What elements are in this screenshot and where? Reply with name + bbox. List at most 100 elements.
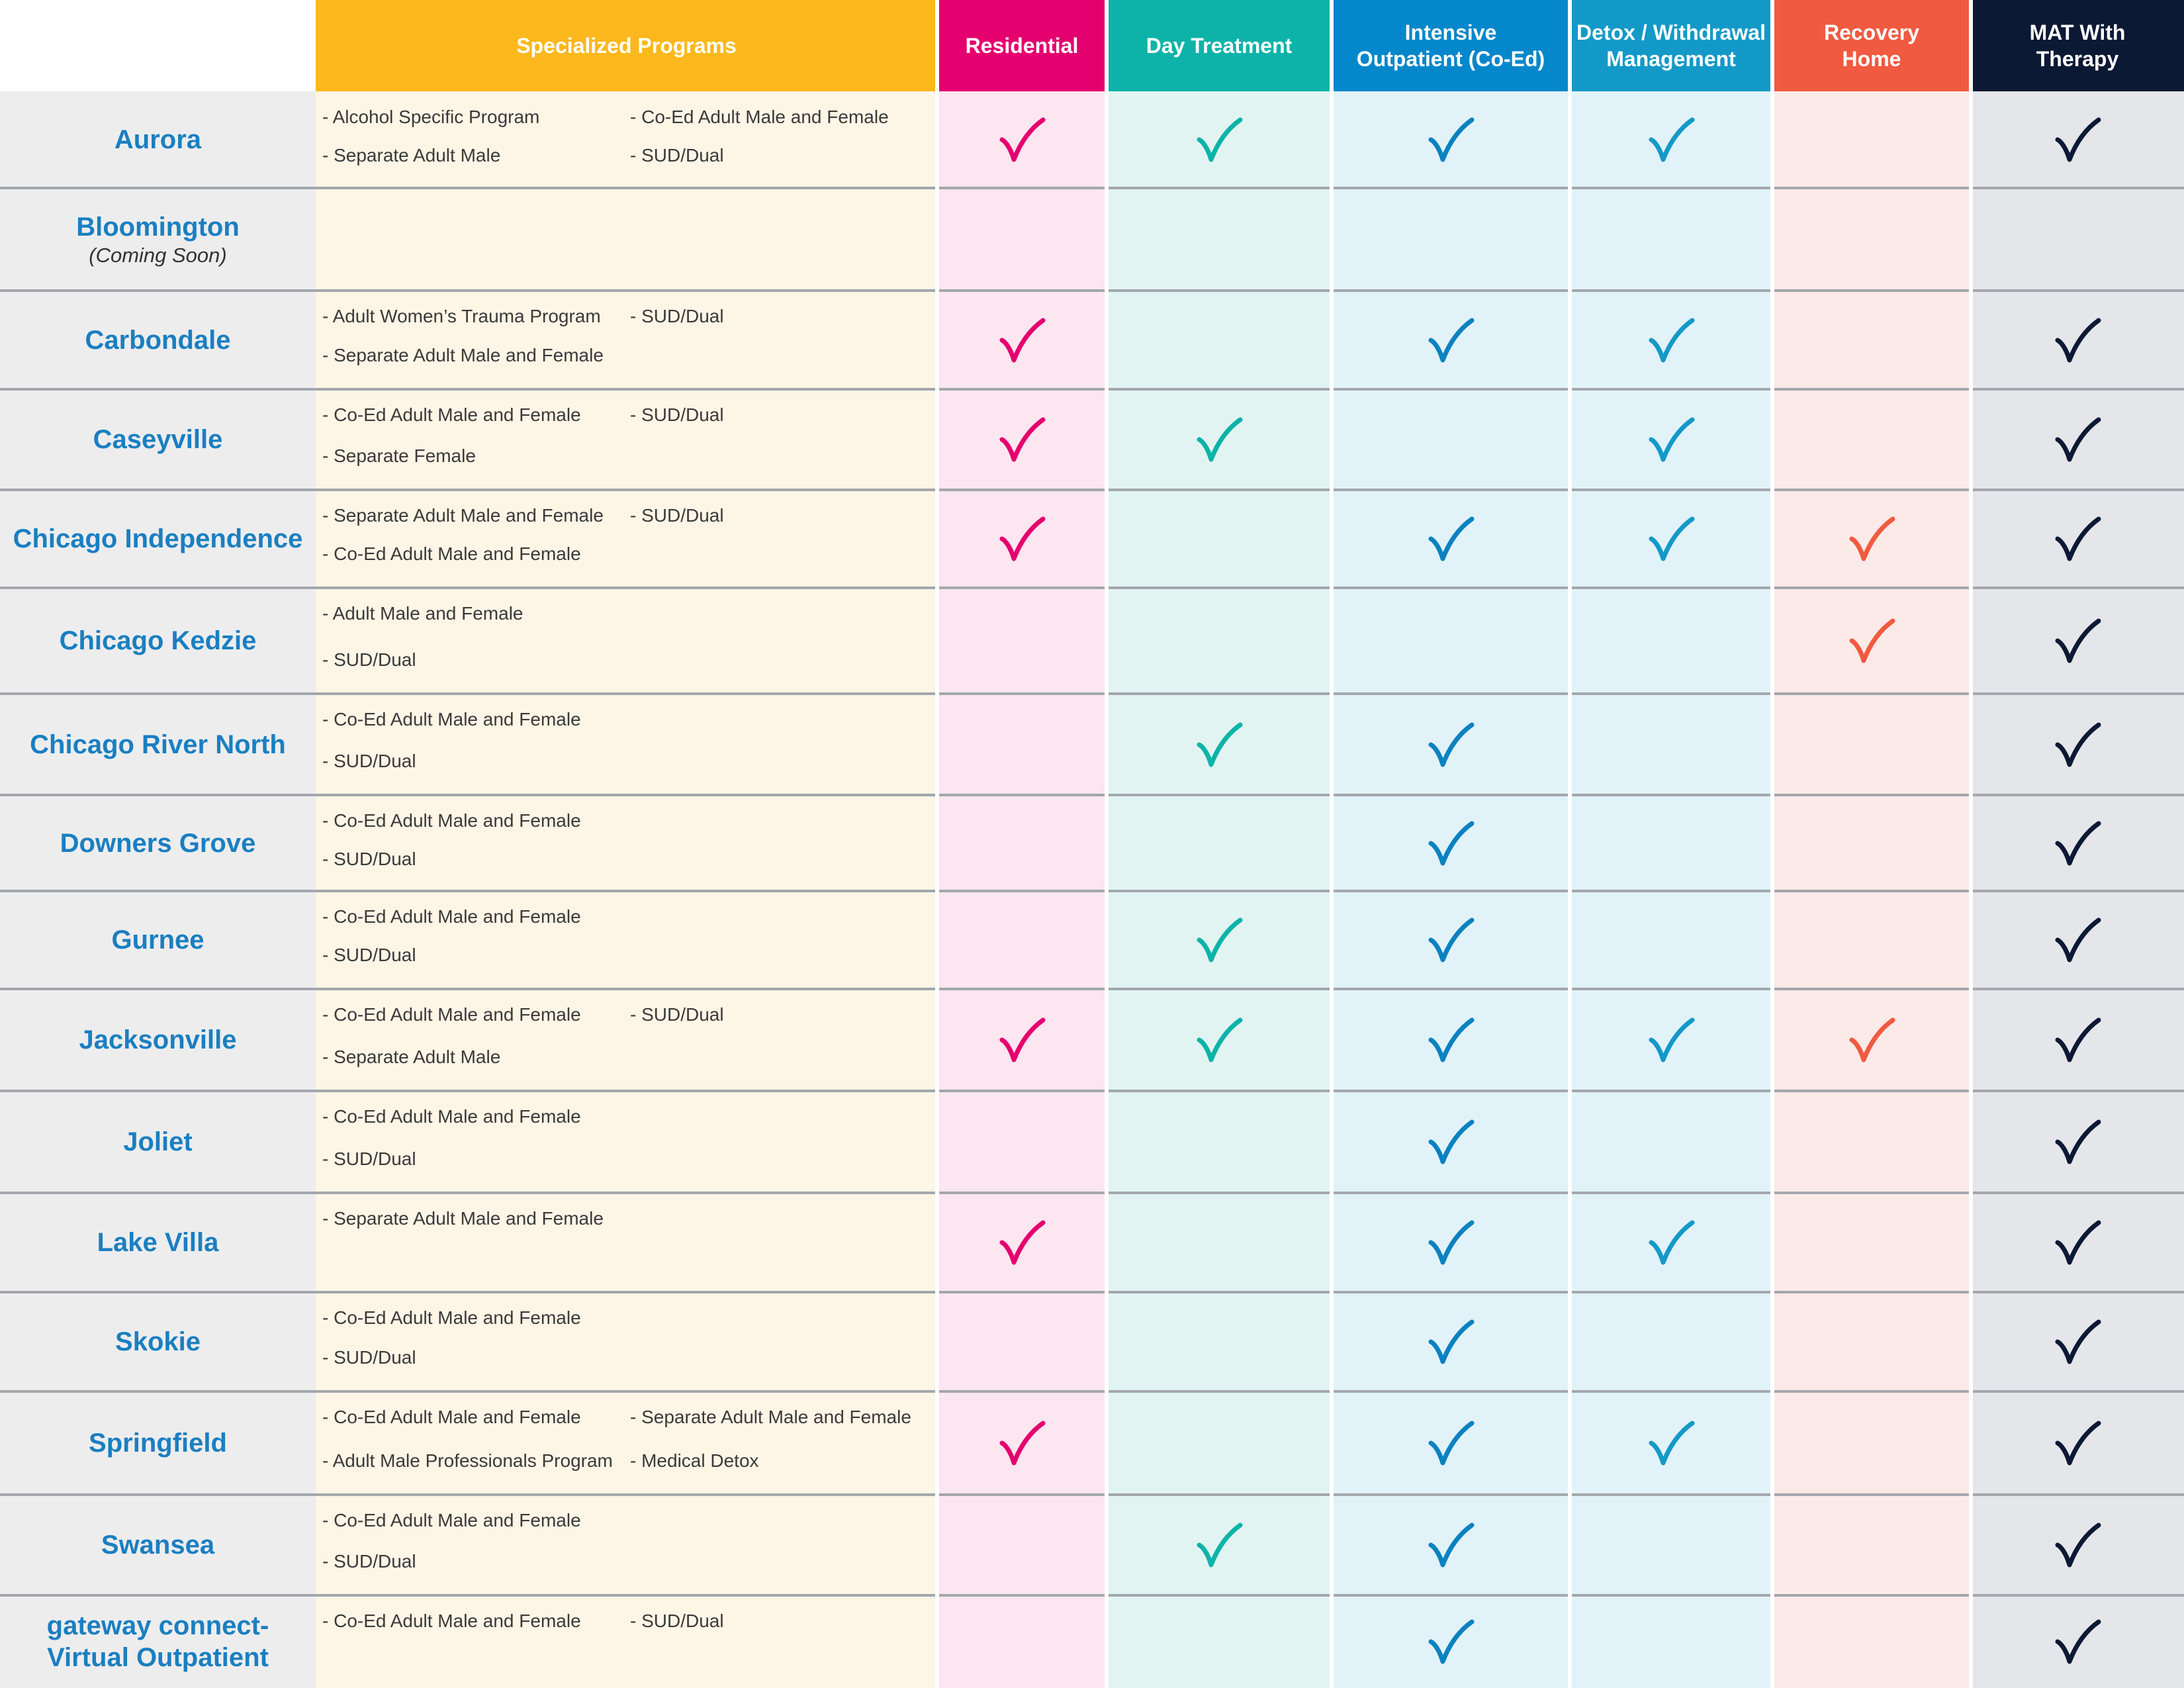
location-name: Aurora [0,91,316,188]
service-check-mat [1971,293,2184,389]
service-check-mat [1971,798,2184,891]
row-divider [0,890,2184,892]
service-check-residential [937,992,1107,1091]
program-item: - Separate Female [322,445,476,466]
checkmark-icon [1649,417,1695,462]
program-item: - Co-Ed Adult Male and Female [322,543,581,564]
service-check-intensive-outpatient [1332,492,1570,588]
program-item: - Co-Ed Adult Male and Female [630,107,889,127]
location-note: (Coming Soon) [89,243,227,267]
program-item: - Co-Ed Adult Male and Female [322,810,581,831]
program-item: - Adult Male and Female [322,603,523,624]
program-item-text: SUD/Dual [334,945,416,965]
program-item-text: Co-Ed Adult Male and Female [334,1004,581,1025]
location-label: Swansea [101,1530,215,1560]
location-name: Downers Grove [0,795,316,891]
checkmark-icon [2055,1017,2101,1062]
service-check-residential [937,1196,1107,1292]
checkmark-icon [999,417,1046,462]
column-header-residential: Residential [937,0,1107,91]
location-label: Joliet [123,1127,193,1156]
location-label: Downers Grove [60,828,256,858]
program-item: - Co-Ed Adult Male and Female [322,906,581,927]
service-check-mat [1971,1295,2184,1391]
program-item-text: SUD/Dual [334,649,416,670]
service-check-mat [1971,894,2184,989]
checkmark-icon [999,516,1046,561]
service-check-mat [1971,1196,2184,1292]
service-check-detox [1570,992,1772,1091]
checkmark-icon [2055,1421,2101,1466]
service-check-mat [1971,992,2184,1091]
service-check-day-treatment [1107,992,1332,1091]
column-header-detox: Detox / Withdrawal Management [1570,0,1772,91]
location-label: Skokie [115,1327,201,1356]
checkmark-icon [1197,1523,1243,1568]
location-label: Aurora [114,125,202,154]
program-item: - SUD/Dual [630,404,724,425]
service-check-mat [1971,1094,2184,1193]
checkmark-icon [2055,722,2101,767]
service-check-detox [1570,1394,1772,1495]
checkmark-icon [999,117,1046,162]
checkmark-icon [2055,1119,2101,1164]
program-item-text: SUD/Dual [641,145,724,165]
checkmark-icon [2055,117,2101,162]
checkmark-icon [2055,1319,2101,1364]
location-label: Jacksonville [79,1025,237,1055]
location-name: Bloomington (Coming Soon) [0,188,316,291]
checkmark-icon [1428,516,1475,561]
program-item-text: SUD/Dual [334,751,416,771]
column-divider [935,0,939,1688]
location-label: Chicago River North [30,729,286,759]
program-item: - SUD/Dual [322,1347,416,1368]
program-item: - Co-Ed Adult Male and Female [322,1106,581,1127]
service-check-day-treatment [1107,894,1332,989]
program-item: - Co-Ed Adult Male and Female [322,1307,581,1328]
column-header-mat: MAT With Therapy [1971,0,2184,91]
location-name: Lake Villa [0,1193,316,1292]
checkmark-icon [1197,722,1243,767]
checkmark-icon [1197,917,1243,962]
location-name: Skokie [0,1292,316,1391]
location-label: gateway connect- Virtual Outpatient [46,1611,269,1672]
program-item-text: Separate Adult Male and Female [334,345,604,365]
service-check-intensive-outpatient [1332,992,1570,1091]
service-check-mat [1971,492,2184,588]
location-name: Caseyville [0,389,316,490]
checkmark-icon [1428,1619,1475,1664]
checkmark-icon [1428,722,1475,767]
row-divider [0,489,2184,491]
service-check-residential [937,492,1107,588]
program-item-text: Separate Adult Male and Female [641,1407,911,1427]
service-check-day-treatment [1107,94,1332,188]
service-check-intensive-outpatient [1332,1394,1570,1495]
program-item: - Co-Ed Adult Male and Female [322,1407,581,1427]
program-item-text: Co-Ed Adult Male and Female [641,107,889,127]
program-item: - Co-Ed Adult Male and Female [322,1611,581,1631]
checkmark-icon [1428,1220,1475,1265]
checkmark-icon [1428,1421,1475,1466]
program-item-text: SUD/Dual [334,849,416,869]
service-check-intensive-outpatient [1332,798,1570,891]
row-divider [0,1594,2184,1597]
program-item: - SUD/Dual [322,849,416,869]
program-item-text: Adult Women’s Trauma Program [332,306,601,326]
program-item: - SUD/Dual [630,505,724,526]
service-check-mat [1971,1598,2184,1688]
checkmark-icon [999,1421,1046,1466]
program-item-text: SUD/Dual [641,505,724,526]
service-check-intensive-outpatient [1332,1196,1570,1292]
row-divider [0,289,2184,292]
program-item: - Separate Adult Male [322,145,501,165]
checkmark-icon [999,318,1046,362]
service-check-recovery-home [1772,590,1971,694]
program-item: - Adult Male Professionals Program [322,1450,613,1471]
column-header-recovery-home: Recovery Home [1772,0,1971,91]
checkmark-icon [1428,1119,1475,1164]
checkmark-icon [1197,417,1243,462]
program-item-text: SUD/Dual [334,1347,416,1368]
checkmark-icon [1849,618,1895,663]
program-item-text: Separate Female [334,445,476,466]
